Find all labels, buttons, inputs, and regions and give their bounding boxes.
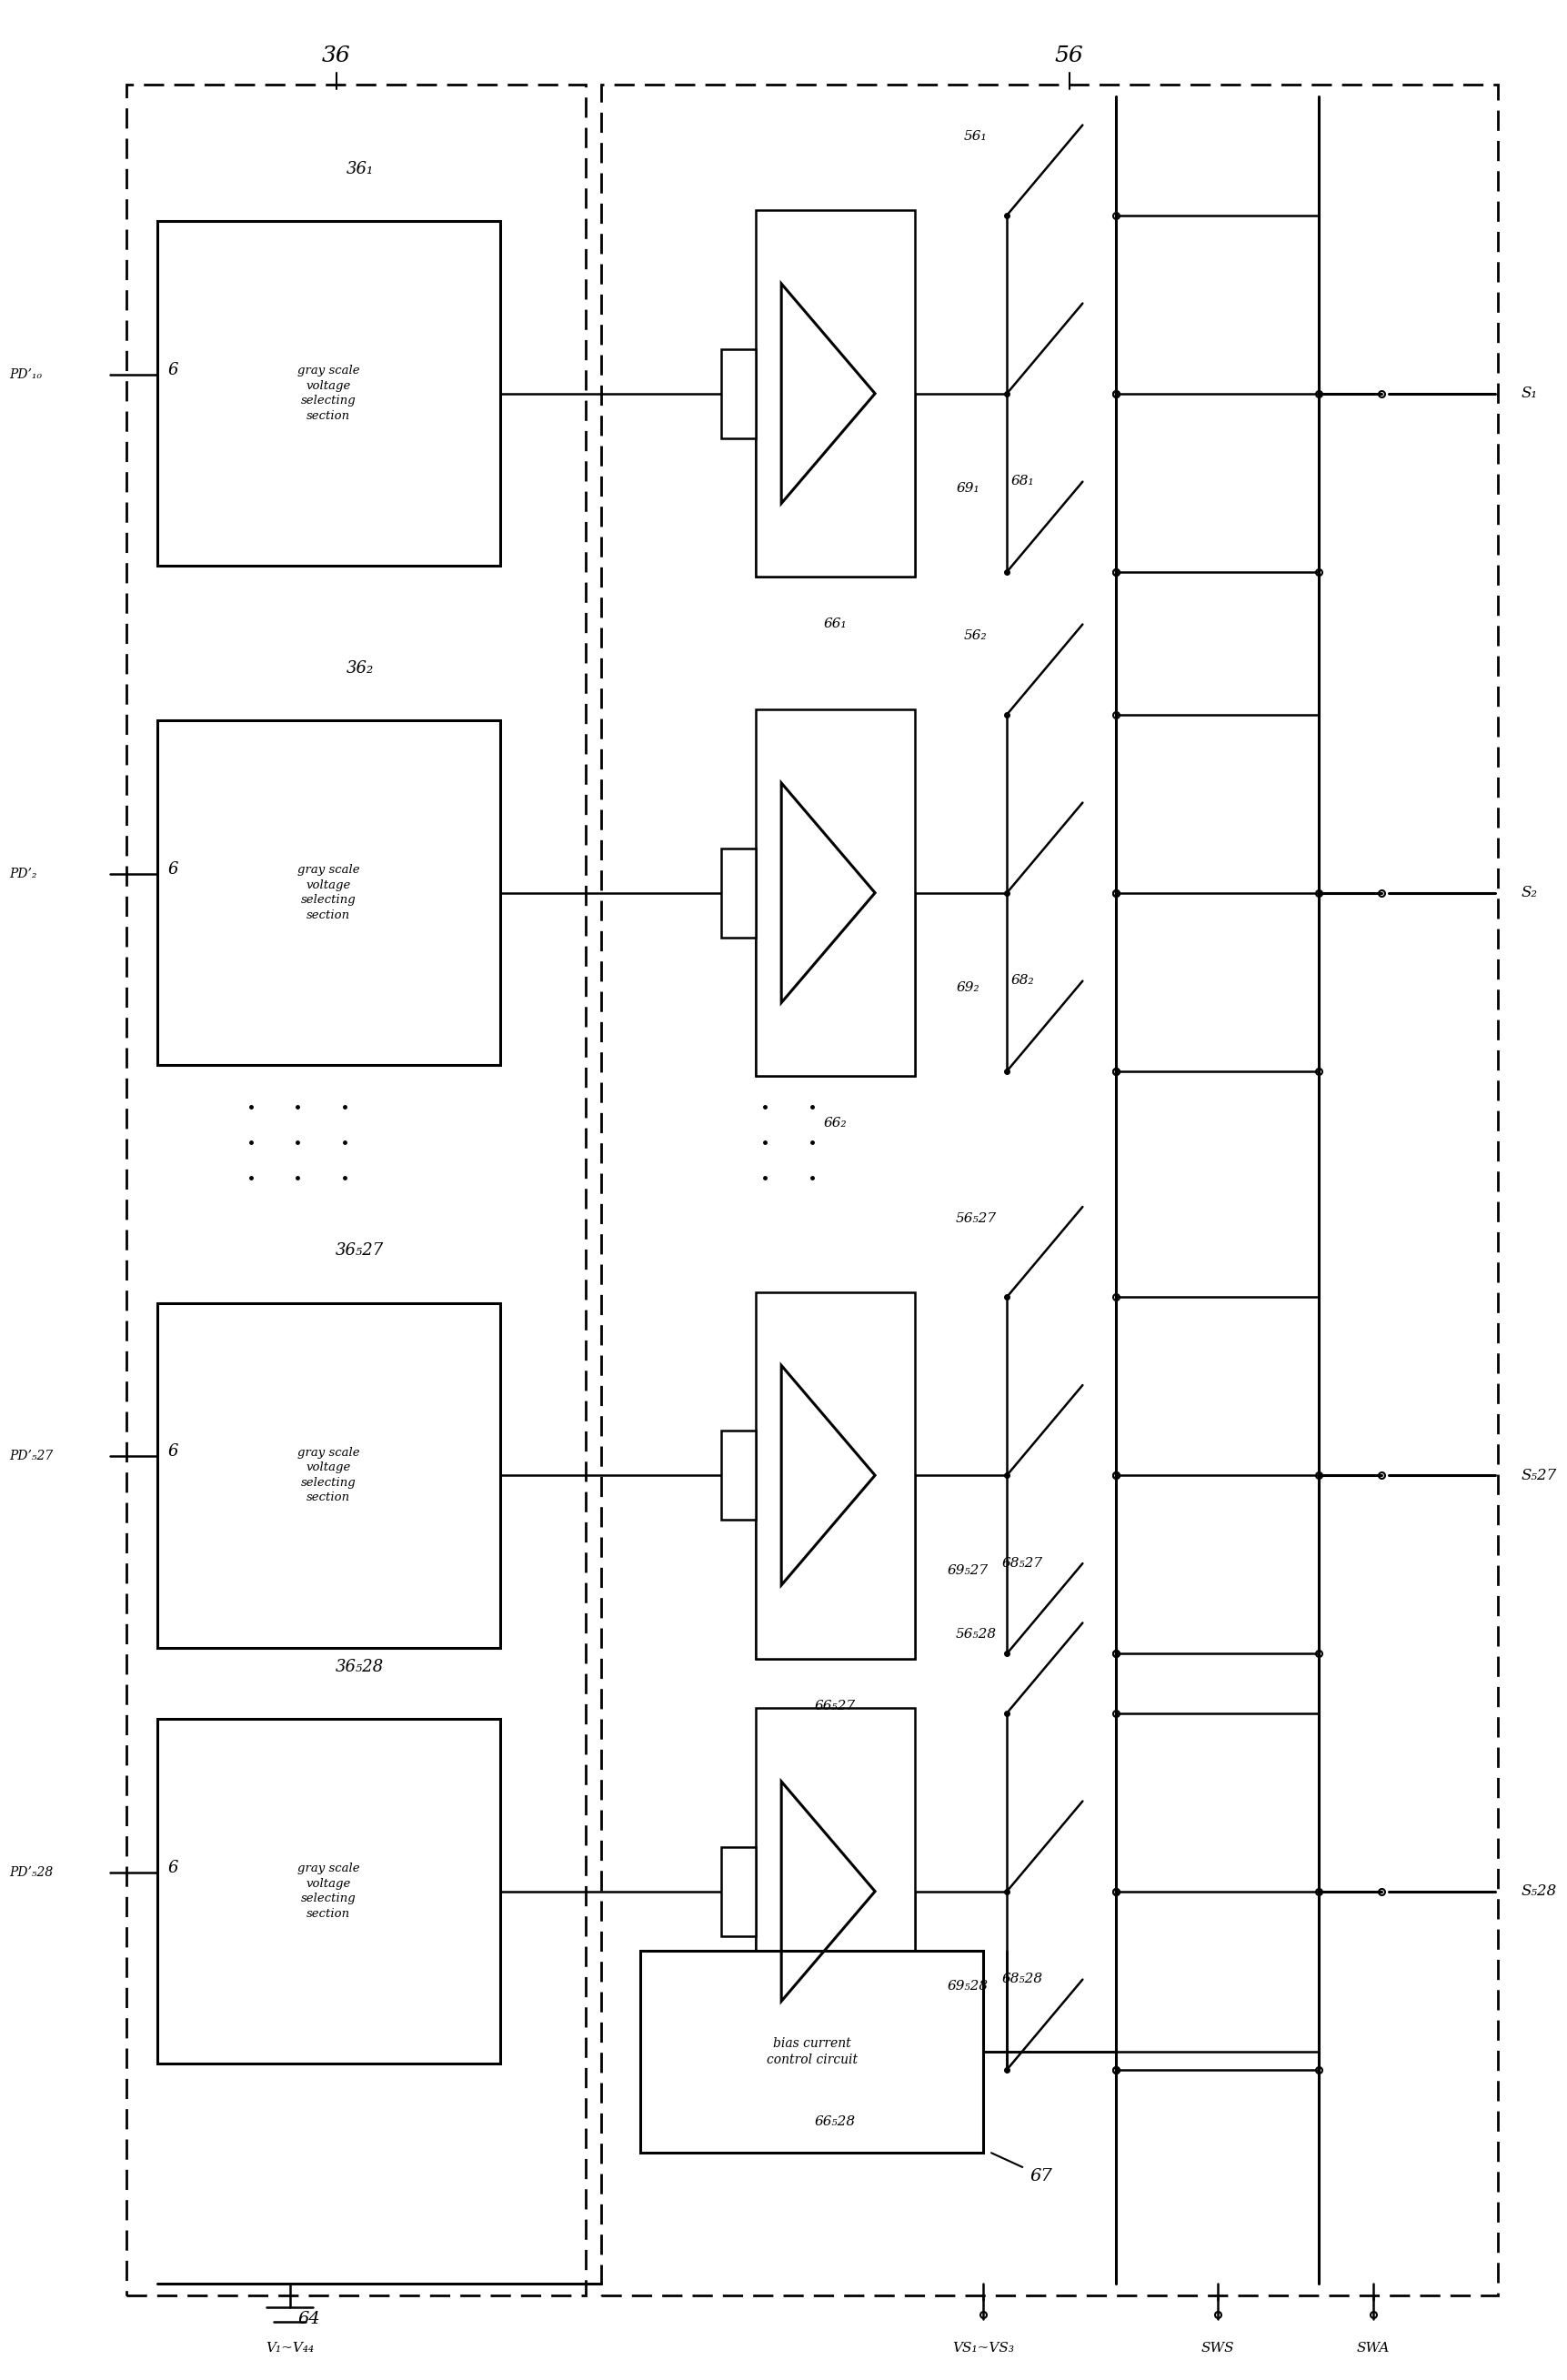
Text: 68₅27: 68₅27 <box>1001 1557 1044 1571</box>
Text: 69₂: 69₂ <box>956 981 979 995</box>
Bar <box>755 1292 915 1659</box>
Text: S₁: S₁ <box>1522 386 1537 402</box>
Bar <box>157 1302 500 1647</box>
Text: 68₁: 68₁ <box>1011 476 1034 488</box>
Text: 36₅27: 36₅27 <box>335 1242 384 1259</box>
Text: gray scale
voltage
selecting
section: gray scale voltage selecting section <box>298 364 360 421</box>
Text: 66₂: 66₂ <box>824 1116 848 1130</box>
Text: 69₅28: 69₅28 <box>948 1980 989 1992</box>
Text: SWA: SWA <box>1357 2342 1390 2354</box>
Text: S₅27: S₅27 <box>1522 1468 1558 1483</box>
Text: 36₅28: 36₅28 <box>335 1659 384 1676</box>
Bar <box>157 1718 500 2063</box>
Bar <box>157 221 500 566</box>
Text: 66₅28: 66₅28 <box>815 2116 856 2128</box>
Text: SWS: SWS <box>1200 2342 1235 2354</box>
Text: 36₂: 36₂ <box>346 659 373 676</box>
Text: 56: 56 <box>1055 45 1084 67</box>
Text: 68₅28: 68₅28 <box>1001 1973 1044 1985</box>
Bar <box>157 721 500 1066</box>
Text: 56₅28: 56₅28 <box>956 1628 997 1640</box>
Text: 66₁: 66₁ <box>824 619 848 631</box>
Bar <box>755 709 915 1076</box>
Text: 68₂: 68₂ <box>1011 973 1034 988</box>
Text: S₅28: S₅28 <box>1522 1883 1558 1899</box>
Text: PD’₁₀: PD’₁₀ <box>9 369 42 381</box>
Text: gray scale
voltage
selecting
section: gray scale voltage selecting section <box>298 1447 360 1504</box>
Text: 56₁: 56₁ <box>964 131 987 143</box>
Text: 69₁: 69₁ <box>956 483 979 495</box>
Bar <box>125 83 586 2297</box>
Bar <box>641 1952 984 2154</box>
Text: 56₅27: 56₅27 <box>956 1211 997 1226</box>
Text: 6: 6 <box>168 362 179 378</box>
Bar <box>721 1847 755 1935</box>
Text: PD’₅27: PD’₅27 <box>9 1449 53 1464</box>
Text: 64: 64 <box>298 2311 320 2328</box>
Text: 36: 36 <box>323 45 351 67</box>
Text: bias current
control circuit: bias current control circuit <box>766 2037 857 2066</box>
Text: 6: 6 <box>168 1859 179 1875</box>
Bar <box>755 209 915 576</box>
Text: gray scale
voltage
selecting
section: gray scale voltage selecting section <box>298 1864 360 1921</box>
Text: 56₂: 56₂ <box>964 631 987 643</box>
Text: 6: 6 <box>168 1442 179 1459</box>
Bar <box>721 350 755 438</box>
Text: gray scale
voltage
selecting
section: gray scale voltage selecting section <box>298 864 360 921</box>
Bar <box>721 847 755 938</box>
Bar <box>721 1430 755 1521</box>
Text: 6: 6 <box>168 862 179 878</box>
Bar <box>755 1709 915 2075</box>
Text: V₁~V₄₄: V₁~V₄₄ <box>265 2342 313 2354</box>
Text: S₂: S₂ <box>1522 885 1537 900</box>
Text: 69₅27: 69₅27 <box>948 1564 989 1578</box>
Text: VS₁~VS₃: VS₁~VS₃ <box>953 2342 1014 2354</box>
Text: PD’₅28: PD’₅28 <box>9 1866 53 1878</box>
Text: 66₅27: 66₅27 <box>815 1699 856 1711</box>
Text: PD’₂: PD’₂ <box>9 866 36 881</box>
Bar <box>602 83 1498 2297</box>
Text: 67: 67 <box>1030 2168 1053 2185</box>
Text: 36₁: 36₁ <box>346 162 373 176</box>
